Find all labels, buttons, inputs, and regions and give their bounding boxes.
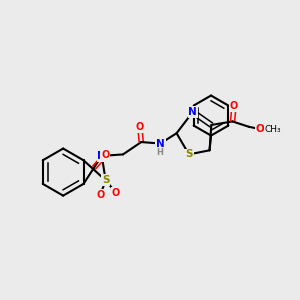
- Text: N: N: [98, 151, 106, 161]
- Text: O: O: [101, 150, 110, 160]
- Text: CH₃: CH₃: [265, 124, 281, 134]
- Text: O: O: [112, 188, 120, 198]
- Text: N: N: [188, 107, 197, 117]
- Text: O: O: [230, 101, 238, 111]
- Text: H: H: [156, 148, 163, 157]
- Text: S: S: [102, 175, 110, 185]
- Text: S: S: [185, 149, 193, 159]
- Text: N: N: [156, 139, 165, 148]
- Text: O: O: [96, 190, 104, 200]
- Text: O: O: [136, 122, 144, 132]
- Text: O: O: [256, 124, 264, 134]
